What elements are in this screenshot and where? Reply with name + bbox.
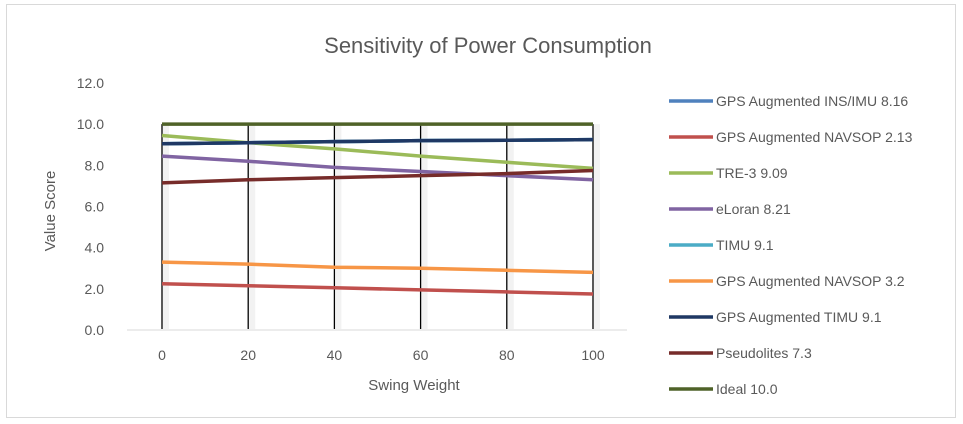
legend-item: TRE-3 9.09 <box>669 165 788 181</box>
x-tick-label: 100 <box>581 347 605 363</box>
drop-lines <box>161 124 600 330</box>
series-line <box>161 137 594 146</box>
legend: GPS Augmented INS/IMU 8.16 GPS Augmented … <box>669 93 913 397</box>
legend-label: eLoran 8.21 <box>716 201 791 217</box>
legend-label: TRE-3 9.09 <box>716 165 788 181</box>
series-line <box>161 154 594 182</box>
y-axis-title: Value Score <box>42 171 59 252</box>
y-tick-label: 10.0 <box>77 116 104 132</box>
x-tick-labels: 0 20 40 60 80 100 <box>158 347 605 363</box>
y-tick-label: 2.0 <box>85 281 105 297</box>
y-tick-label: 8.0 <box>85 157 105 173</box>
legend-item: GPS Augmented INS/IMU 8.16 <box>669 93 908 109</box>
x-tick-label: 80 <box>499 347 515 363</box>
drop-line-shadow <box>163 124 169 330</box>
drop-line-shadow <box>335 124 342 330</box>
legend-item: TIMU 9.1 <box>669 237 774 253</box>
legend-item: Pseudolites 7.3 <box>669 345 812 361</box>
legend-label: Ideal 10.0 <box>716 381 778 397</box>
x-axis-title: Swing Weight <box>368 377 460 394</box>
y-tick-label: 4.0 <box>85 240 105 256</box>
legend-item: GPS Augmented NAVSOP 3.2 <box>669 273 905 289</box>
legend-label: TIMU 9.1 <box>716 237 774 253</box>
legend-item: Ideal 10.0 <box>669 381 778 397</box>
series-lines <box>161 122 594 296</box>
y-tick-labels: 0.0 2.0 4.0 6.0 8.0 10.0 12.0 <box>77 75 104 338</box>
x-tick-label: 60 <box>413 347 429 363</box>
legend-label: GPS Augmented INS/IMU 8.16 <box>716 93 908 109</box>
chart-svg: Sensitivity of Power Consumption Swing W… <box>42 33 913 397</box>
legend-label: GPS Augmented NAVSOP 2.13 <box>716 129 913 145</box>
legend-item: eLoran 8.21 <box>669 201 791 217</box>
series-line <box>161 260 594 275</box>
x-tick-label: 0 <box>158 347 166 363</box>
y-tick-label: 6.0 <box>85 199 105 215</box>
series-line <box>161 281 594 296</box>
legend-label: GPS Augmented NAVSOP 3.2 <box>716 273 905 289</box>
legend-item: GPS Augmented TIMU 9.1 <box>669 309 882 325</box>
y-tick-label: 12.0 <box>77 75 104 91</box>
y-tick-label: 0.0 <box>85 322 105 338</box>
series-line <box>161 168 594 185</box>
x-tick-label: 40 <box>327 347 343 363</box>
legend-item: GPS Augmented NAVSOP 2.13 <box>669 129 913 145</box>
chart-frame: Sensitivity of Power Consumption Swing W… <box>6 4 956 418</box>
chart-title: Sensitivity of Power Consumption <box>324 33 652 58</box>
x-tick-label: 20 <box>240 347 256 363</box>
drop-line-shadow <box>594 124 600 330</box>
drop-line-shadow <box>249 124 256 330</box>
drop-line-shadow <box>421 124 428 330</box>
legend-label: GPS Augmented TIMU 9.1 <box>716 309 882 325</box>
legend-label: Pseudolites 7.3 <box>716 345 812 361</box>
drop-line-shadow <box>507 124 514 330</box>
